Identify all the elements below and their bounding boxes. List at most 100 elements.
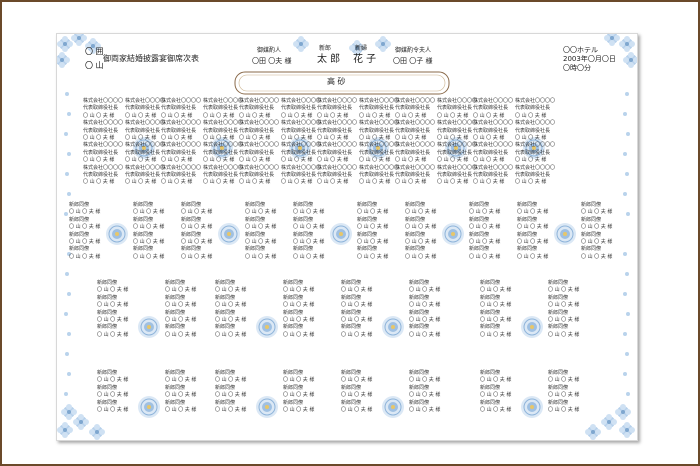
- guest-relation: 新郎同僚: [405, 231, 426, 238]
- guest-name: 〇 山 〇 夫 様: [281, 112, 313, 119]
- guest-name: 〇 山 〇 夫 様: [283, 331, 315, 338]
- guest-relation: 新郎同僚: [548, 370, 569, 376]
- guest-relation: 新郎同僚: [469, 246, 490, 253]
- guest-relation: 新郎同僚: [409, 324, 430, 331]
- seat-block: 株式会社〇〇〇〇 代表取締役社長〇 山 〇 夫 様株式会社〇〇〇〇 代表取締役社長〇…: [359, 98, 399, 187]
- flower-icon: [61, 404, 77, 420]
- guest-position: 代表取締役社長: [161, 149, 197, 156]
- seat-block: 株式会社〇〇〇〇 代表取締役社長〇 山 〇 夫 様株式会社〇〇〇〇 代表取締役社長〇…: [203, 98, 243, 187]
- table-rosette-icon: [137, 315, 161, 339]
- guest-relation: 新郎同僚: [517, 216, 538, 223]
- guest-relation: 新郎同僚: [69, 216, 90, 223]
- guest-name: 〇 山 〇 夫 様: [469, 209, 501, 216]
- guest-name: 〇 山 〇 夫 様: [97, 287, 129, 294]
- guest-name: 〇 山 〇 夫 様: [165, 392, 197, 399]
- guest-relation: 新郎同僚: [181, 216, 202, 223]
- guest-name: 〇 山 〇 夫 様: [125, 112, 157, 119]
- header-left-line1: 〇 囲: [85, 47, 104, 56]
- guest-relation: 新郎同僚: [165, 309, 186, 316]
- seat-block: 新郎同僚〇 山 〇 夫 様新郎同僚〇 山 〇 夫 様新郎同僚〇 山 〇 夫 様新…: [69, 202, 100, 261]
- flower-icon: [375, 36, 391, 52]
- guest-name: 〇 山 〇 夫 様: [245, 224, 277, 231]
- guest-relation: 新郎同僚: [181, 202, 202, 208]
- guest-position: 代表取締役社長: [515, 149, 551, 156]
- guest-relation: 新郎同僚: [341, 370, 362, 376]
- guest-company: 株式会社〇〇〇〇: [125, 164, 166, 171]
- guest-name: 〇 山 〇 夫 様: [480, 287, 512, 294]
- guest-name: 〇 山 〇 夫 様: [515, 179, 547, 186]
- matchmaker-wife-name: 〇田 〇子 様: [393, 57, 433, 65]
- table-rosette-icon: [520, 315, 544, 339]
- guest-name: 〇 山 〇 夫 様: [437, 112, 469, 119]
- seat-block: 新郎同僚〇 山 〇 夫 様新郎同僚〇 山 〇 夫 様新郎同僚〇 山 〇 夫 様新…: [409, 280, 440, 339]
- guest-name: 〇 山 〇 夫 様: [245, 253, 277, 260]
- guest-relation: 新郎同僚: [215, 399, 236, 406]
- guest-name: 〇 山 〇 夫 様: [437, 157, 469, 164]
- seat-block: 新郎同僚〇 山 〇 夫 様新郎同僚〇 山 〇 夫 様新郎同僚〇 山 〇 夫 様: [548, 370, 579, 414]
- header-left-line2: 〇 山: [85, 61, 104, 70]
- flower-icon: [293, 36, 309, 52]
- guest-name: 〇 山 〇 夫 様: [125, 157, 157, 164]
- guest-name: 〇 山 〇 夫 様: [317, 112, 349, 119]
- guest-name: 〇 山 〇 夫 様: [69, 224, 101, 231]
- guest-name: 〇 山 〇 夫 様: [165, 407, 197, 414]
- guest-name: 〇 山 〇 夫 様: [239, 112, 271, 119]
- guest-relation: 新郎同僚: [283, 280, 304, 286]
- guest-name: 〇 山 〇 夫 様: [125, 135, 157, 142]
- guest-name: 〇 山 〇 夫 様: [215, 331, 247, 338]
- guest-position: 代表取締役社長: [83, 172, 119, 179]
- guest-relation: 新郎同僚: [133, 202, 154, 208]
- guest-name: 〇 山 〇 夫 様: [359, 135, 391, 142]
- seat-block: 株式会社〇〇〇〇 代表取締役社長〇 山 〇 夫 様株式会社〇〇〇〇 代表取締役社長〇…: [437, 98, 477, 187]
- guest-name: 〇 山 〇 夫 様: [480, 392, 512, 399]
- guest-position: 代表取締役社長: [161, 127, 197, 134]
- guest-relation: 新郎同僚: [409, 399, 430, 406]
- guest-name: 〇 山 〇 夫 様: [480, 407, 512, 414]
- guest-name: 〇 山 〇 夫 様: [293, 224, 325, 231]
- guest-relation: 新郎同僚: [133, 216, 154, 223]
- guest-company: 株式会社〇〇〇〇: [281, 98, 322, 104]
- guest-relation: 新郎同僚: [165, 370, 186, 376]
- guest-name: 〇 山 〇 夫 様: [409, 392, 441, 399]
- guest-name: 〇 山 〇 夫 様: [517, 239, 549, 246]
- seat-block: 新郎同僚〇 山 〇 夫 様新郎同僚〇 山 〇 夫 様新郎同僚〇 山 〇 夫 様新…: [517, 202, 548, 261]
- guest-company: 株式会社〇〇〇〇: [473, 142, 514, 149]
- guest-relation: 新郎同僚: [548, 280, 569, 286]
- guest-name: 〇 山 〇 夫 様: [341, 302, 373, 309]
- guest-name: 〇 山 〇 夫 様: [97, 377, 129, 384]
- guest-relation: 新郎同僚: [548, 309, 569, 316]
- guest-name: 〇 山 〇 夫 様: [293, 253, 325, 260]
- guest-name: 〇 山 〇 夫 様: [215, 302, 247, 309]
- guest-name: 〇 山 〇 夫 様: [133, 209, 165, 216]
- table-rosette-icon: [255, 315, 279, 339]
- guest-name: 〇 山 〇 夫 様: [480, 317, 512, 324]
- guest-company: 株式会社〇〇〇〇: [203, 98, 244, 104]
- guest-relation: 新郎同僚: [469, 216, 490, 223]
- seat-block: 新郎同僚〇 山 〇 夫 様新郎同僚〇 山 〇 夫 様新郎同僚〇 山 〇 夫 様: [97, 370, 128, 414]
- guest-company: 株式会社〇〇〇〇: [515, 142, 556, 149]
- guest-company: 株式会社〇〇〇〇: [125, 142, 166, 149]
- guest-name: 〇 山 〇 夫 様: [341, 317, 373, 324]
- guest-company: 株式会社〇〇〇〇: [395, 142, 436, 149]
- guest-position: 代表取締役社長: [203, 149, 239, 156]
- guest-company: 株式会社〇〇〇〇: [161, 120, 202, 127]
- guest-relation: 新郎同僚: [283, 324, 304, 331]
- seating-chart-sheet: 〇 囲 御両家結婚披露宴御席次表 〇 山 御媒酌人 〇田 〇夫 様 新郎 太 郎…: [56, 33, 638, 441]
- guest-name: 〇 山 〇 夫 様: [203, 112, 235, 119]
- guest-name: 〇 山 〇 夫 様: [405, 224, 437, 231]
- guest-relation: 新郎同僚: [480, 280, 501, 286]
- flower-icon: [585, 424, 601, 440]
- seat-block: 株式会社〇〇〇〇 代表取締役社長〇 山 〇 夫 様株式会社〇〇〇〇 代表取締役社長〇…: [395, 98, 435, 187]
- guest-relation: 新郎同僚: [480, 399, 501, 406]
- guest-relation: 新郎同僚: [245, 246, 266, 253]
- guest-name: 〇 山 〇 夫 様: [293, 239, 325, 246]
- guest-name: 〇 山 〇 夫 様: [181, 239, 213, 246]
- guest-relation: 新郎同僚: [69, 231, 90, 238]
- guest-relation: 新郎同僚: [165, 280, 186, 286]
- guest-name: 〇 山 〇 夫 様: [581, 224, 613, 231]
- guest-relation: 新郎同僚: [517, 231, 538, 238]
- decoration-layer: [57, 34, 637, 440]
- table-rosette-icon: [255, 395, 279, 419]
- guest-relation: 新郎同僚: [181, 231, 202, 238]
- guest-relation: 新郎同僚: [480, 309, 501, 316]
